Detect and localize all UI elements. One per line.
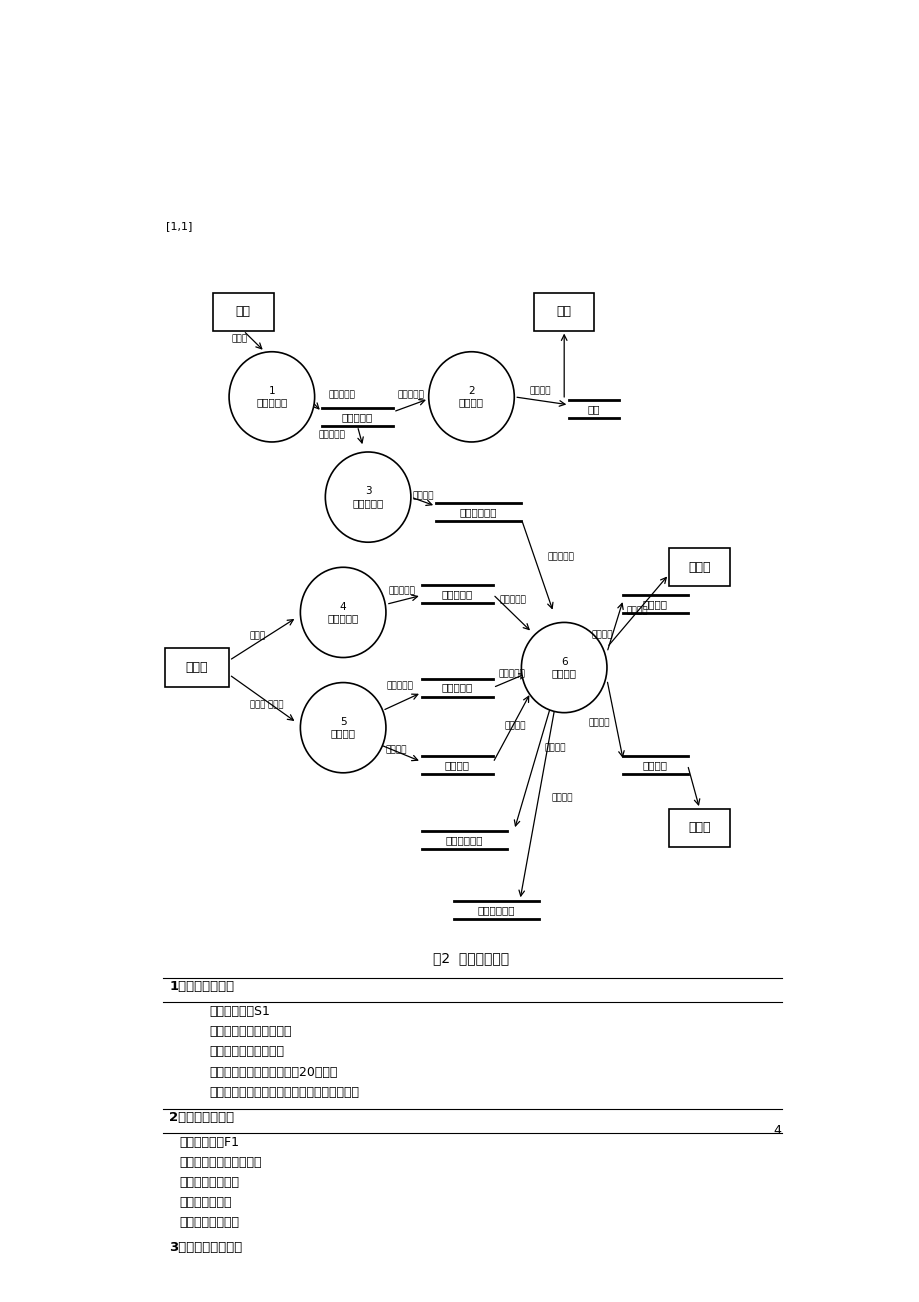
Text: 汇总数据: 汇总数据 — [412, 492, 433, 500]
Text: 4
退款单处理: 4 退款单处理 — [327, 602, 358, 624]
Text: 银行: 银行 — [235, 305, 251, 318]
Text: 数据项编号：S1: 数据项编号：S1 — [210, 1005, 270, 1018]
Text: 数据项名称：供应商编号: 数据项名称：供应商编号 — [210, 1026, 292, 1039]
Text: 2
报表生成: 2 报表生成 — [459, 387, 483, 408]
Text: 图2  系统数据流图: 图2 系统数据流图 — [433, 952, 509, 965]
Text: 发货数据: 发货数据 — [626, 605, 648, 615]
Text: 6
管理分析: 6 管理分析 — [551, 656, 576, 678]
Text: 退款单数据: 退款单数据 — [499, 595, 526, 604]
Text: 处理：查询、维护: 处理：查询、维护 — [179, 1216, 239, 1229]
Bar — [669, 548, 729, 586]
Text: 库存数据: 库存数据 — [385, 745, 407, 754]
Text: 退款单: 退款单 — [249, 631, 266, 641]
Text: 相关数据：商品表、进货表、订货表、退货表: 相关数据：商品表、进货表、订货表、退货表 — [210, 1086, 359, 1099]
Text: 流向：管理分析: 流向：管理分析 — [179, 1195, 232, 1208]
Text: 报表数据: 报表数据 — [529, 387, 550, 396]
Text: 3．数据存储的定义: 3．数据存储的定义 — [169, 1241, 243, 1254]
Text: 汇款单数据: 汇款单数据 — [318, 431, 345, 440]
Text: 1．数据项的定义: 1．数据项的定义 — [169, 980, 234, 993]
Text: 汇款单: 汇款单 — [231, 335, 247, 344]
Ellipse shape — [428, 352, 514, 441]
Ellipse shape — [325, 452, 411, 542]
Text: 简述：供应商表的主键: 简述：供应商表的主键 — [210, 1046, 285, 1059]
Text: 采购单 发货单: 采购单 发货单 — [250, 700, 284, 710]
Text: 4: 4 — [773, 1124, 781, 1137]
Text: 库存数据: 库存数据 — [504, 721, 526, 730]
Text: 1
汇款单录入: 1 汇款单录入 — [256, 387, 287, 408]
Text: 汇款单文件: 汇款单文件 — [342, 411, 372, 422]
Text: 发货单数据: 发货单数据 — [498, 669, 525, 678]
Ellipse shape — [521, 622, 607, 712]
Bar — [165, 648, 229, 686]
Text: 采购计划: 采购计划 — [642, 760, 667, 769]
Text: 3
汇款单汇总: 3 汇款单汇总 — [352, 487, 383, 508]
Text: 退款单文件: 退款单文件 — [441, 590, 472, 599]
Text: 发货计划: 发货计划 — [642, 599, 667, 609]
Ellipse shape — [301, 568, 386, 658]
Text: 供应商: 供应商 — [186, 661, 208, 674]
Text: 订单数据: 订单数据 — [544, 743, 566, 753]
Text: 库存文件: 库存文件 — [444, 760, 470, 769]
Text: 发货单数据: 发货单数据 — [386, 681, 414, 690]
Ellipse shape — [229, 352, 314, 441]
Text: 类型及宽度：不定长字符型20个字节: 类型及宽度：不定长字符型20个字节 — [210, 1065, 338, 1078]
Text: 经理: 经理 — [556, 305, 571, 318]
Text: 汇款单数据: 汇款单数据 — [397, 391, 424, 400]
Text: 汇款汇总文件: 汇款汇总文件 — [460, 508, 497, 517]
Text: 汇总单数据: 汇总单数据 — [547, 553, 574, 561]
Ellipse shape — [301, 682, 386, 773]
Bar — [669, 809, 729, 848]
Text: 发货数据: 发货数据 — [591, 630, 612, 639]
Bar — [533, 293, 594, 331]
Text: 来源：发货单文件: 来源：发货单文件 — [179, 1176, 239, 1189]
Text: 订单资料文件: 订单资料文件 — [445, 835, 482, 845]
Text: 采购员: 采购员 — [687, 822, 710, 835]
Text: 客户资料文件: 客户资料文件 — [477, 905, 515, 915]
Text: 汇款单数据: 汇款单数据 — [329, 391, 356, 400]
Text: 客户数据: 客户数据 — [550, 793, 573, 802]
Text: [1,1]: [1,1] — [166, 221, 192, 232]
Text: 采购数据: 采购数据 — [587, 719, 609, 728]
Text: 报表: 报表 — [587, 404, 600, 414]
Bar — [213, 293, 273, 331]
Text: 2．数据流的定义: 2．数据流的定义 — [169, 1111, 234, 1124]
Text: 发货单文件: 发货单文件 — [441, 682, 472, 693]
Text: 5
库存管理: 5 库存管理 — [330, 717, 356, 738]
Text: 发货员: 发货员 — [687, 561, 710, 574]
Text: 退款单数据: 退款单数据 — [389, 586, 415, 595]
Text: 数据流编号：F1: 数据流编号：F1 — [179, 1135, 239, 1148]
Text: 数据流名称：发货单数据: 数据流名称：发货单数据 — [179, 1156, 261, 1169]
